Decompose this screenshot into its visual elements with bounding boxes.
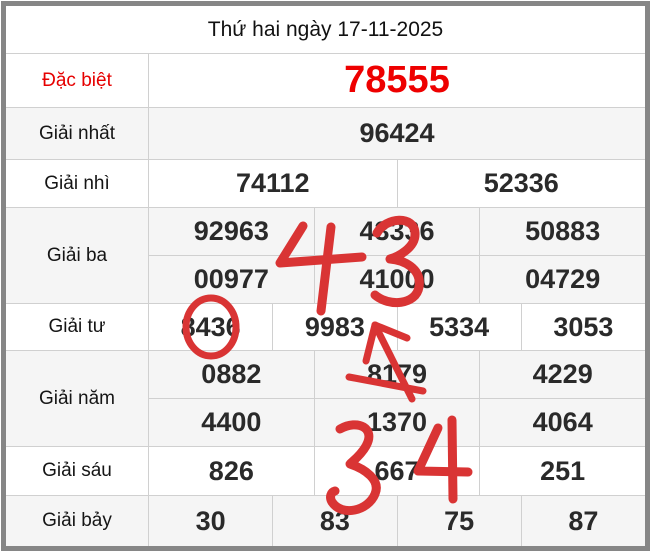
prize-value: 251 [479,447,645,495]
prize-value: 75 [396,496,521,546]
prize-value: 52336 [396,160,646,207]
prize-value: 4229 [479,351,645,398]
table-row: Giải tư 8436 9983 5334 3053 [6,303,645,350]
prize-value: 8436 [148,304,272,350]
date-title: Thứ hai ngày 17-11-2025 [207,17,444,41]
prize-value: 50883 [479,208,645,255]
prize-value: 826 [148,447,314,495]
prize-label-giai-nam: Giải năm [38,387,116,409]
table-row: Thứ hai ngày 17-11-2025 [6,6,645,53]
prize-value: 83 [272,496,396,546]
prize-value: 04729 [479,256,645,303]
prize-label-giai-nhi: Giải nhì [44,172,110,194]
prize-label-giai-bay: Giải bảy [42,510,112,531]
prize-value: 5334 [396,304,521,350]
prize-label-giai-sau: Giải sáu [42,460,112,481]
table-row: Giải năm 0882 8179 4229 4400 1370 4064 [6,350,645,446]
prize-value: 96424 [148,108,645,159]
prize-value: 41000 [313,256,480,303]
prize-value: 4064 [479,399,645,446]
prize-value: 92963 [148,208,314,255]
table-row: Đặc biệt 78555 [6,53,645,107]
table-row: Giải ba 92963 43336 50883 00977 41000 04… [6,207,645,303]
prize-label-giai-nhat: Giải nhất [38,122,116,144]
prize-value: 8179 [313,351,480,398]
prize-label-giai-ba: Giải ba [46,244,108,266]
prize-value: 74112 [148,160,397,207]
prize-value: 3053 [520,304,645,350]
table-row: Giải nhất 96424 [6,107,645,159]
prize-value: 0882 [148,351,314,398]
table-row: Giải nhì 74112 52336 [6,159,645,207]
prize-value: 78555 [148,54,645,107]
table-row: Giải bảy 30 83 75 87 [6,495,645,546]
prize-value: 00977 [148,256,314,303]
prize-label-dac-biet: Đặc biệt [42,69,112,91]
prize-value: 667 [313,447,480,495]
prize-value: 30 [148,496,272,546]
table-row: Giải sáu 826 667 251 [6,446,645,495]
prize-value: 43336 [313,208,480,255]
prize-value: 87 [520,496,645,546]
prize-value: 4400 [148,399,314,446]
prize-label-giai-tu: Giải tư [48,316,106,337]
prize-value: 1370 [313,399,480,446]
prize-value: 9983 [272,304,396,350]
